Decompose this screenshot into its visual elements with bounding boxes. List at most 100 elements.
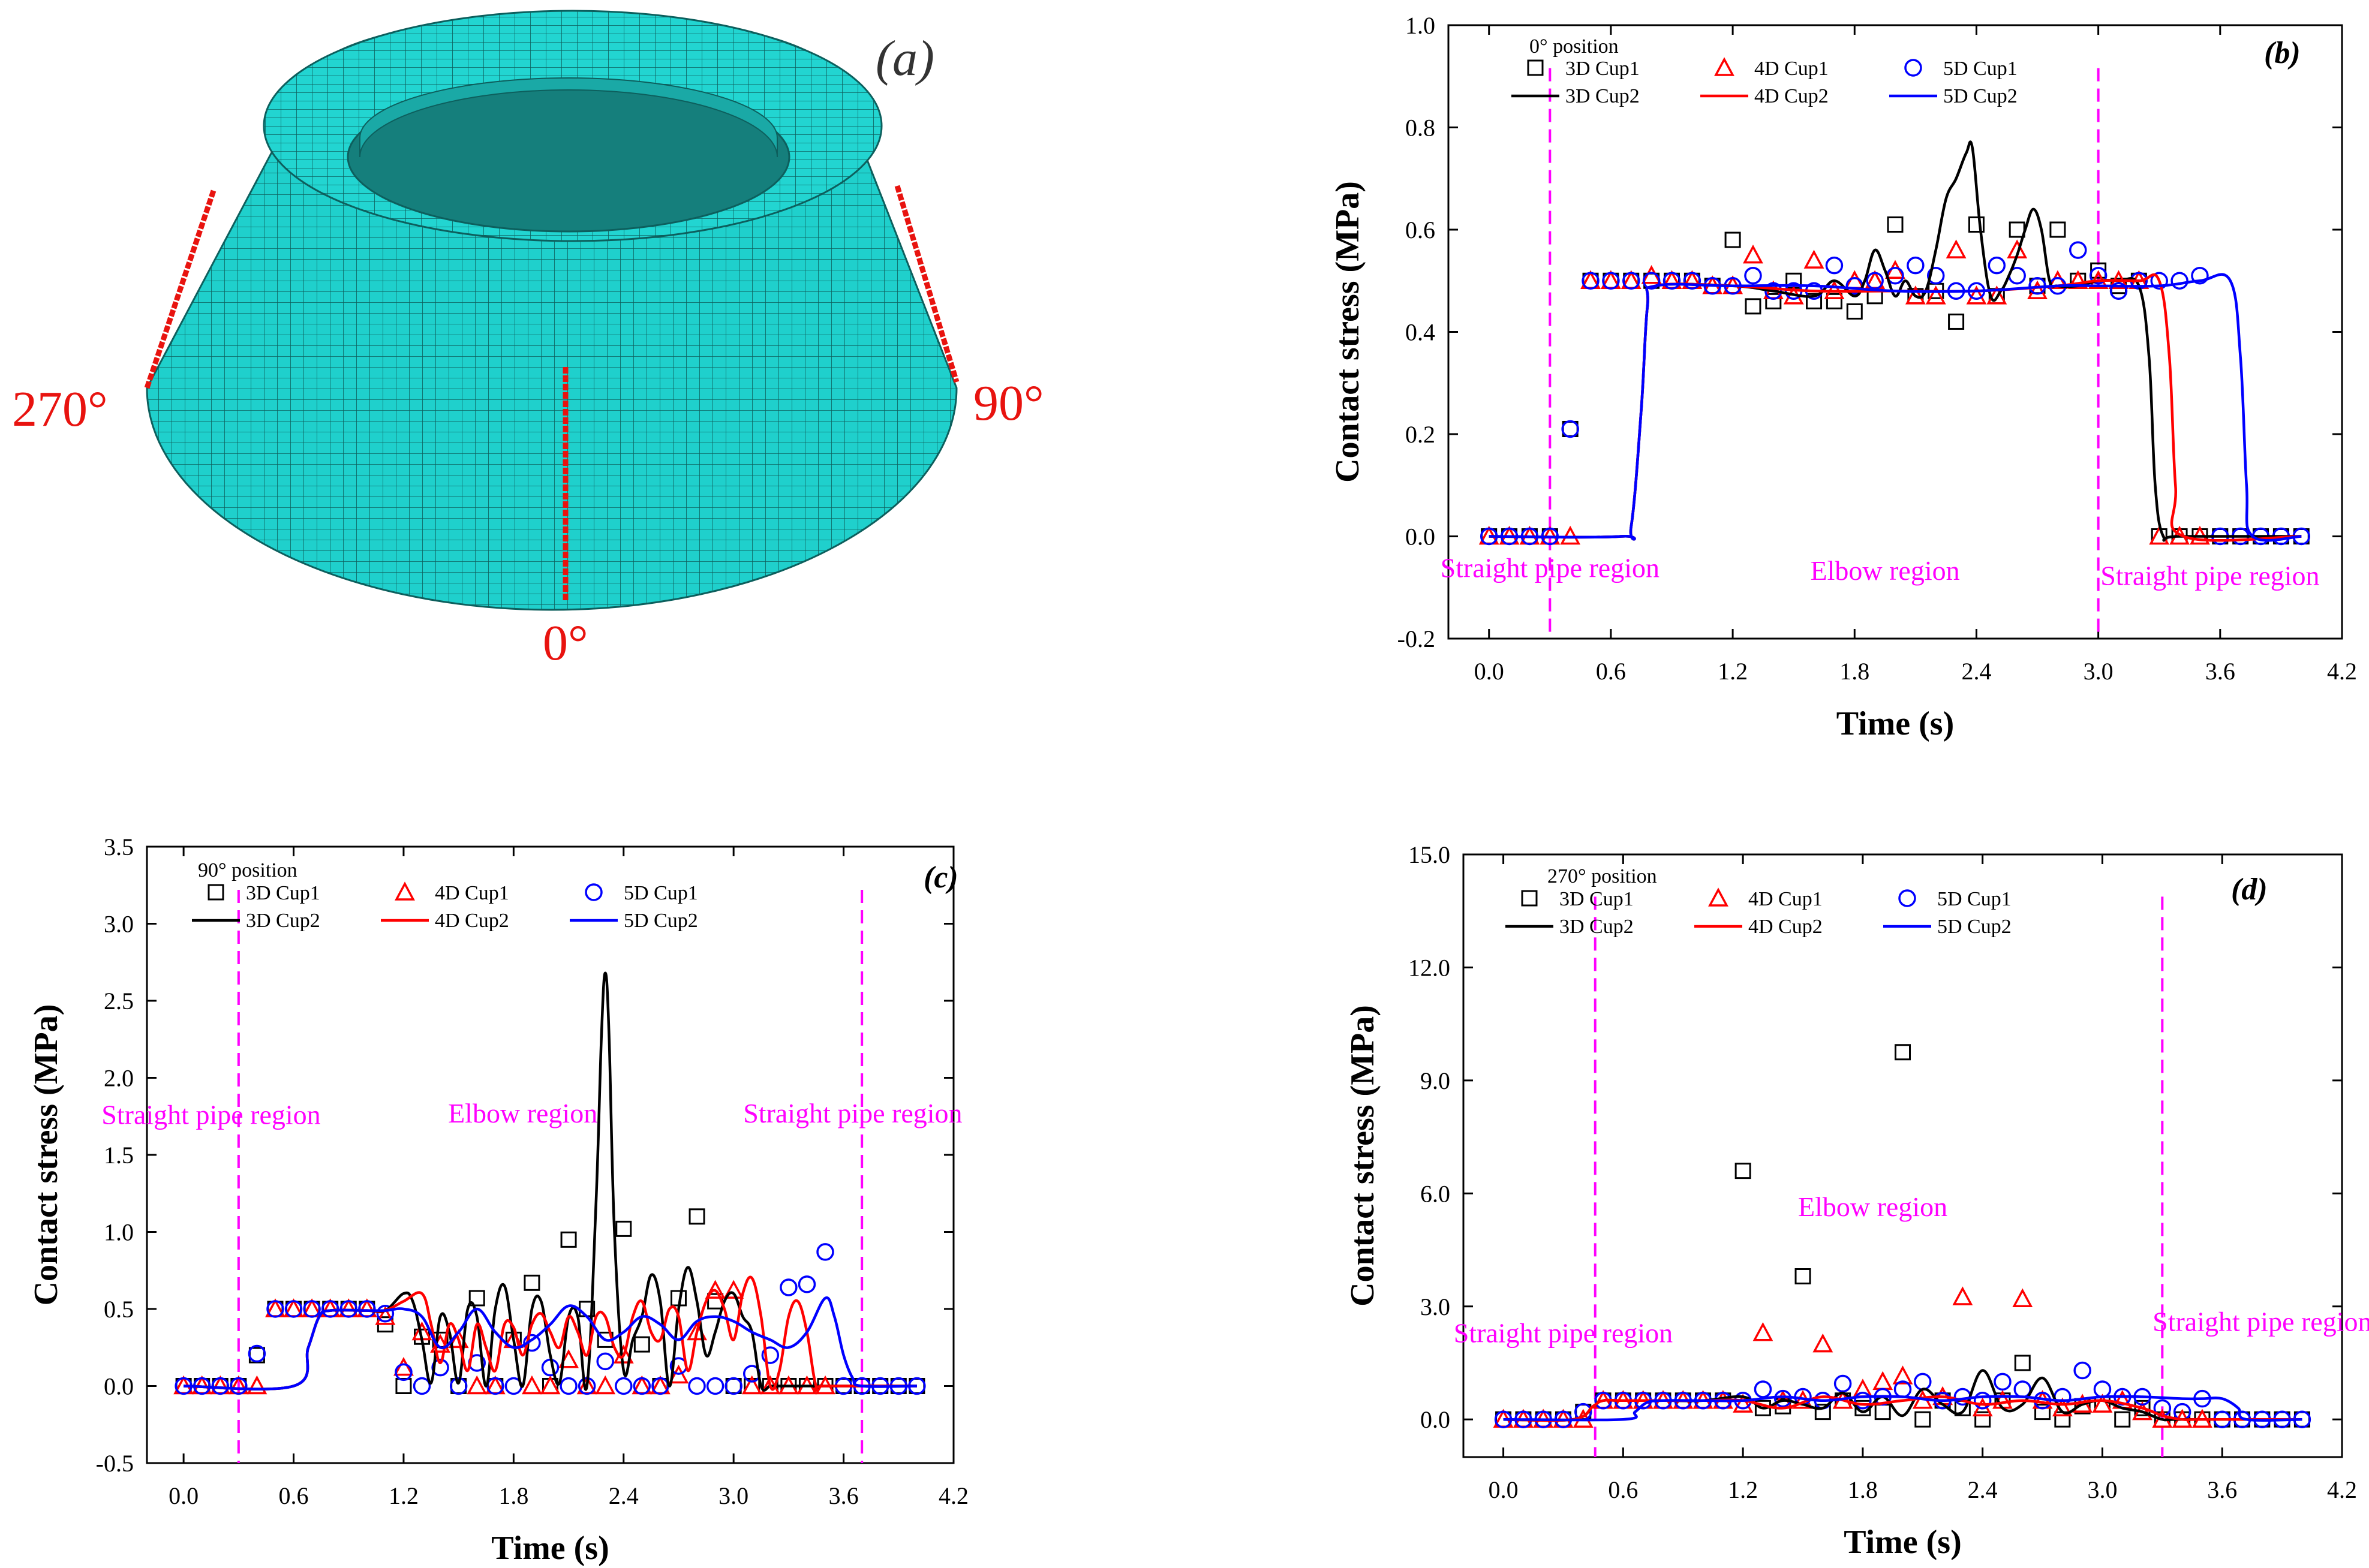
x-tick-label: 1.2 bbox=[389, 1482, 419, 1509]
y-axis-label: Contact stress (MPa) bbox=[28, 1004, 65, 1306]
y-tick-label: 1.5 bbox=[104, 1142, 134, 1169]
data-point-4d-cup1 bbox=[1803, 249, 1824, 269]
data-point-3d-cup1 bbox=[2114, 1411, 2131, 1428]
legend-label: 3D Cup2 bbox=[1559, 916, 1634, 938]
series-3d-cup2 bbox=[1489, 140, 2302, 542]
data-point-4d-cup1 bbox=[595, 1375, 616, 1395]
legend-item-4d-cup2: 4D Cup2 bbox=[1700, 85, 1829, 107]
y-tick-label: 6.0 bbox=[1420, 1180, 1450, 1207]
data-point-4d-cup1 bbox=[1952, 1286, 1973, 1305]
legend-swatch-marker bbox=[1898, 889, 1916, 907]
legend-swatch-marker bbox=[1904, 59, 1922, 77]
data-point-5d-cup1 bbox=[633, 1377, 651, 1395]
data-point-3d-cup1 bbox=[2134, 1400, 2151, 1416]
panel-a-cup-model: (a) 270° 90° 0° bbox=[12, 10, 1044, 671]
data-point-3d-cup1 bbox=[524, 1274, 540, 1291]
data-point-3d-cup1 bbox=[1814, 1404, 1831, 1420]
data-point-5d-cup1 bbox=[266, 1300, 284, 1318]
data-point-3d-cup1 bbox=[1968, 216, 1985, 233]
data-point-3d-cup1 bbox=[1794, 1268, 1811, 1284]
chart-title: 0° position bbox=[1529, 35, 1619, 58]
legend-swatch-marker bbox=[1527, 59, 1544, 76]
angle-label-270: 270° bbox=[12, 381, 108, 437]
data-point-3d-cup1 bbox=[1948, 313, 1965, 330]
y-tick-label: 0.6 bbox=[1405, 216, 1435, 243]
data-point-4d-cup1 bbox=[2012, 1288, 2033, 1307]
series-4d-cup2 bbox=[1489, 273, 2302, 542]
data-point-5d-cup1 bbox=[1561, 420, 1579, 438]
data-point-4d-cup1 bbox=[246, 1375, 267, 1395]
data-point-4d-cup1 bbox=[1752, 1322, 1773, 1341]
y-tick-label: 0.0 bbox=[1420, 1406, 1450, 1433]
legend-item-4d-cup2: 4D Cup2 bbox=[1694, 916, 1823, 938]
data-point-5d-cup1 bbox=[541, 1358, 560, 1377]
data-point-3d-cup1 bbox=[1734, 1163, 1751, 1179]
marker-line-270 bbox=[144, 189, 217, 389]
series-4d-cup1 bbox=[1493, 1286, 2212, 1428]
plot-frame bbox=[146, 845, 955, 1464]
data-point-4d-cup1 bbox=[393, 1356, 414, 1376]
data-point-3d-cup1 bbox=[1914, 1411, 1931, 1428]
series-5d-cup1 bbox=[1494, 1361, 2311, 1428]
series-5d-cup1 bbox=[1480, 241, 2311, 546]
data-point-4d-cup1 bbox=[723, 1280, 744, 1299]
y-tick-label: 3.0 bbox=[1420, 1293, 1450, 1320]
series-5d-cup2 bbox=[1503, 1395, 2302, 1422]
data-point-4d-cup1 bbox=[2067, 270, 2088, 289]
data-point-5d-cup1 bbox=[1642, 272, 1661, 290]
data-point-4d-cup1 bbox=[540, 1375, 561, 1395]
chart-title: 270° position bbox=[1547, 865, 1657, 887]
data-point-4d-cup1 bbox=[375, 1306, 396, 1325]
x-tick-label: 3.0 bbox=[2087, 1476, 2117, 1503]
legend: 3D Cup1 4D Cup1 5D Cup1 3D Cup2 4D Cup2 5D Cu… bbox=[192, 881, 698, 932]
data-point-3d-cup1 bbox=[1765, 293, 1782, 309]
legend-item-5d-cup1: 5D Cup1 bbox=[1904, 58, 2018, 80]
x-tick-label: 4.2 bbox=[939, 1482, 969, 1509]
legend-swatch-marker bbox=[1714, 57, 1734, 76]
data-point-5d-cup1 bbox=[1754, 1380, 1772, 1398]
region-label-straight-pipe-region: Straight pipe region bbox=[743, 1098, 962, 1128]
data-point-3d-cup1 bbox=[1874, 1404, 1891, 1420]
series-4d-cup2 bbox=[184, 1275, 917, 1392]
x-tick-label: 0.0 bbox=[1474, 658, 1504, 685]
legend-label: 3D Cup1 bbox=[1565, 58, 1640, 80]
x-axis-label: Time (s) bbox=[491, 1530, 609, 1567]
y-tick-label: 15.0 bbox=[1408, 841, 1450, 868]
data-point-5d-cup1 bbox=[413, 1377, 431, 1395]
legend-label: 5D Cup1 bbox=[624, 882, 698, 904]
x-tick-label: 1.8 bbox=[498, 1482, 528, 1509]
marker-line-90 bbox=[894, 185, 960, 383]
x-tick-label: 3.6 bbox=[829, 1482, 859, 1509]
legend-item-3d-cup2: 3D Cup2 bbox=[1511, 85, 1640, 107]
region-label-elbow-region: Elbow region bbox=[448, 1098, 597, 1128]
data-point-5d-cup1 bbox=[395, 1363, 413, 1382]
x-tick-label: 0.6 bbox=[279, 1482, 309, 1509]
data-point-5d-cup1 bbox=[1914, 1373, 1932, 1391]
legend-swatch-marker bbox=[395, 881, 415, 901]
data-point-3d-cup1 bbox=[2014, 1355, 2031, 1371]
x-tick-label: 2.4 bbox=[1961, 658, 1991, 685]
legend-label: 4D Cup2 bbox=[435, 910, 509, 932]
legend: 3D Cup1 4D Cup1 5D Cup1 3D Cup2 4D Cup2 5D Cu… bbox=[1505, 887, 2012, 938]
data-point-4d-cup1 bbox=[1966, 285, 1987, 305]
data-point-5d-cup1 bbox=[2170, 272, 2188, 290]
data-point-4d-cup1 bbox=[1733, 1394, 1754, 1413]
legend-item-4d-cup2: 4D Cup2 bbox=[381, 910, 509, 932]
y-tick-label: 9.0 bbox=[1420, 1067, 1450, 1094]
data-point-5d-cup1 bbox=[1582, 272, 1600, 290]
data-point-4d-cup1 bbox=[522, 1375, 542, 1395]
data-point-5d-cup1 bbox=[1833, 1374, 1852, 1393]
data-point-5d-cup1 bbox=[1622, 272, 1640, 290]
data-point-5d-cup1 bbox=[2191, 266, 2209, 285]
data-point-5d-cup1 bbox=[596, 1352, 614, 1371]
legend-label: 5D Cup2 bbox=[1943, 85, 2018, 107]
legend-label: 5D Cup1 bbox=[1937, 888, 2012, 910]
data-point-3d-cup1 bbox=[1895, 1044, 1911, 1061]
chart-d-270deg-position: 0.0 0.6 1.2 1.8 2.4 3.0 3.6 4.2 0.0 3.0 6.0 9.0 12.0… bbox=[1344, 841, 2369, 1561]
data-point-5d-cup1 bbox=[303, 1300, 321, 1318]
x-tick-label: 4.2 bbox=[2327, 658, 2357, 685]
y-tick-label: 1.0 bbox=[104, 1219, 134, 1246]
y-tick-label: -0.2 bbox=[1397, 625, 1435, 652]
panel-label: (b) bbox=[2264, 36, 2301, 70]
data-point-3d-cup1 bbox=[1846, 303, 1863, 320]
